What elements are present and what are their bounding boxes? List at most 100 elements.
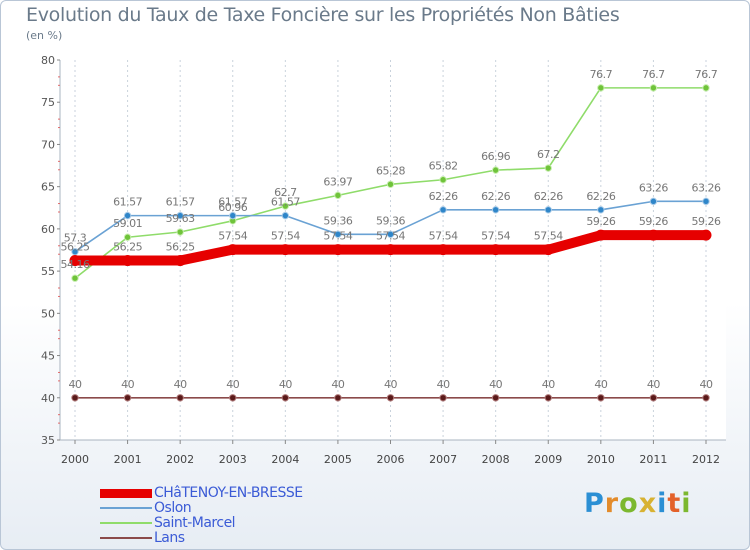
x-tick-label: 2005 [324,453,352,466]
data-point [123,233,132,241]
legend-swatch [100,522,152,524]
data-point [281,211,290,220]
y-tick-label: 75 [41,96,55,109]
data-point [702,84,710,92]
data-point [597,394,605,402]
y-tick-label: 45 [41,350,55,363]
data-point [700,229,712,241]
data-label: 62.7 [274,186,297,199]
data-label: 56.25 [113,241,142,254]
x-tick-label: 2006 [377,453,405,466]
data-label: 57.54 [376,230,405,243]
data-point [71,274,79,282]
data-label: 40 [121,378,134,391]
x-tick-label: 2011 [639,453,667,466]
y-tick-label: 80 [41,54,55,67]
data-point [386,394,395,402]
data-label: 57.54 [534,230,563,243]
y-tick-label: 35 [41,434,55,447]
x-tick-label: 2009 [534,453,562,466]
data-label: 40 [279,378,292,391]
data-point [279,244,291,256]
data-point [649,84,658,92]
x-tick-label: 2010 [587,453,615,466]
data-label: 65.82 [429,160,458,173]
data-point [544,394,552,402]
data-point [334,191,342,200]
logo-letter: i [681,488,692,519]
legend-swatch [100,489,152,498]
data-point [649,394,658,402]
data-point [176,228,184,236]
data-point [491,166,500,174]
data-label: 40 [174,378,187,391]
data-label: 40 [594,378,607,391]
data-label: 40 [437,378,450,391]
data-label: 40 [647,378,660,391]
data-point [386,230,395,238]
data-point [491,394,500,402]
data-point [229,211,237,220]
y-tick-label: 40 [41,392,55,405]
data-label: 76.7 [590,68,613,81]
data-label: 62.26 [429,190,458,203]
legend-label: Saint-Marcel [154,515,236,531]
data-label: 59.26 [586,215,615,228]
data-point [334,394,342,402]
logo-letter: r [604,488,620,519]
data-point [332,244,344,256]
data-point [439,394,447,402]
data-label: 62.26 [534,190,563,203]
data-point [490,244,502,256]
chart-title: Evolution du Taux de Taxe Foncière sur l… [26,4,620,26]
proxiti-logo: Proxiti [584,488,692,519]
data-label: 59.63 [166,212,195,225]
data-point [123,211,132,220]
data-point [439,206,447,214]
legend-swatch [100,537,152,539]
data-label: 62.26 [481,190,510,203]
logo-letter: i [657,488,668,519]
data-label: 60.96 [218,201,247,214]
data-label: 57.54 [271,230,300,243]
data-label: 54.16 [61,258,90,271]
data-label: 57.54 [218,230,247,243]
x-tick-label: 2002 [166,453,194,466]
data-point [386,180,395,189]
data-label: 57.54 [481,230,510,243]
y-tick-label: 60 [41,223,55,236]
x-tick-label: 2004 [271,453,299,466]
data-point [176,211,184,220]
data-label: 66.96 [481,150,510,163]
data-point [702,197,710,206]
data-label: 40 [69,378,82,391]
data-label: 40 [700,378,713,391]
data-label: 63.97 [323,175,352,188]
data-label: 59.01 [113,217,142,230]
data-label: 61.57 [113,196,142,209]
data-label: 57.54 [323,230,352,243]
data-label: 40 [226,378,239,391]
data-label: 63.26 [692,181,721,194]
y-tick-label: 50 [41,307,55,320]
logo-letter: P [584,488,605,519]
data-label: 61.57 [218,196,247,209]
y-tick-label: 65 [41,181,55,194]
data-label: 56.25 [166,241,195,254]
data-point [123,394,132,402]
data-point [595,229,607,241]
data-point [544,164,552,172]
data-label: 40 [384,378,397,391]
data-point [71,247,79,256]
data-point [69,255,81,267]
data-point [647,229,659,241]
data-point [544,206,552,214]
legend-label: CHâTENOY-EN-BRESSE [154,485,303,501]
data-label: 65.28 [376,164,405,177]
data-point [385,244,396,256]
data-point [439,176,447,184]
data-point [176,394,184,402]
data-label: 76.7 [695,68,718,81]
data-label: 59.36 [323,214,352,227]
